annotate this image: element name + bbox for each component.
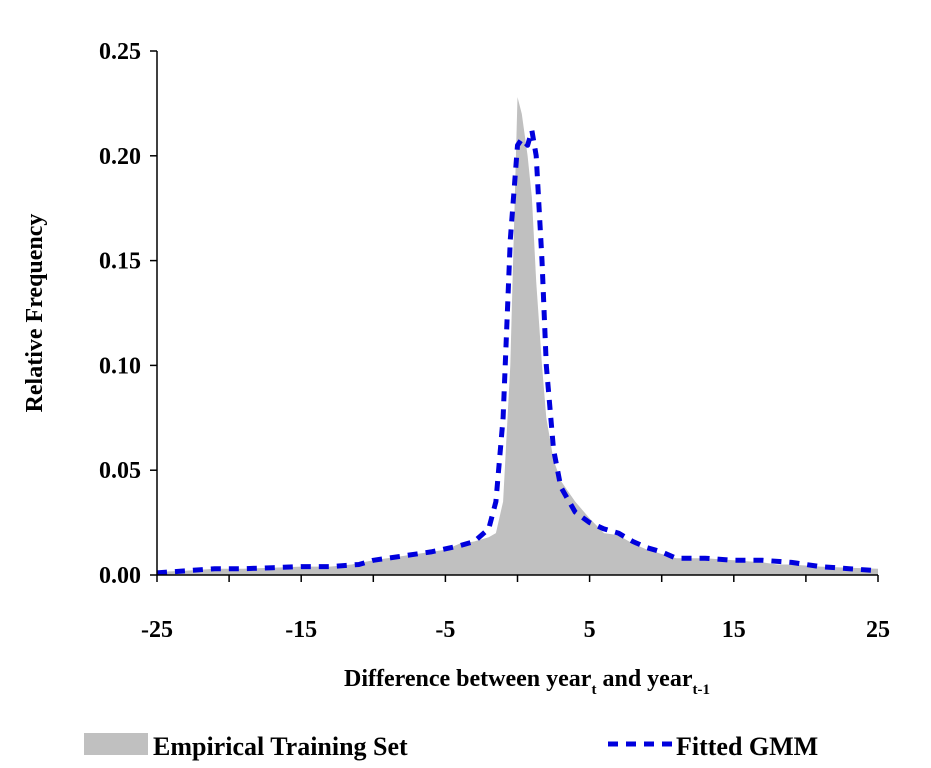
- x-tick-label: 25: [866, 617, 890, 643]
- x-tick-label: -5: [435, 617, 455, 643]
- series-empirical-area: [157, 97, 878, 575]
- x-tick-label: 5: [584, 617, 596, 643]
- legend-label-gmm: Fitted GMM: [676, 732, 818, 761]
- legend-swatch-empirical: [84, 733, 148, 755]
- series-gmm-line: [156, 128, 879, 576]
- x-tick-label: 15: [722, 617, 746, 643]
- y-tick-label: 0.20: [99, 144, 141, 170]
- y-tick-label: 0.25: [99, 39, 141, 65]
- y-tick-label: 0.00: [99, 563, 141, 589]
- x-axis-title: Difference between yeart and yeart-1: [344, 666, 710, 698]
- y-tick-label: 0.05: [99, 458, 141, 484]
- x-tick-label: -25: [141, 617, 173, 643]
- x-tick-label: -15: [285, 617, 317, 643]
- y-tick-label: 0.10: [99, 353, 141, 379]
- legend: Empirical Training Set Fitted GMM: [84, 732, 818, 761]
- y-tick-label: 0.15: [99, 249, 141, 275]
- y-axis-title: Relative Frequency: [22, 214, 48, 413]
- legend-label-empirical: Empirical Training Set: [153, 732, 408, 761]
